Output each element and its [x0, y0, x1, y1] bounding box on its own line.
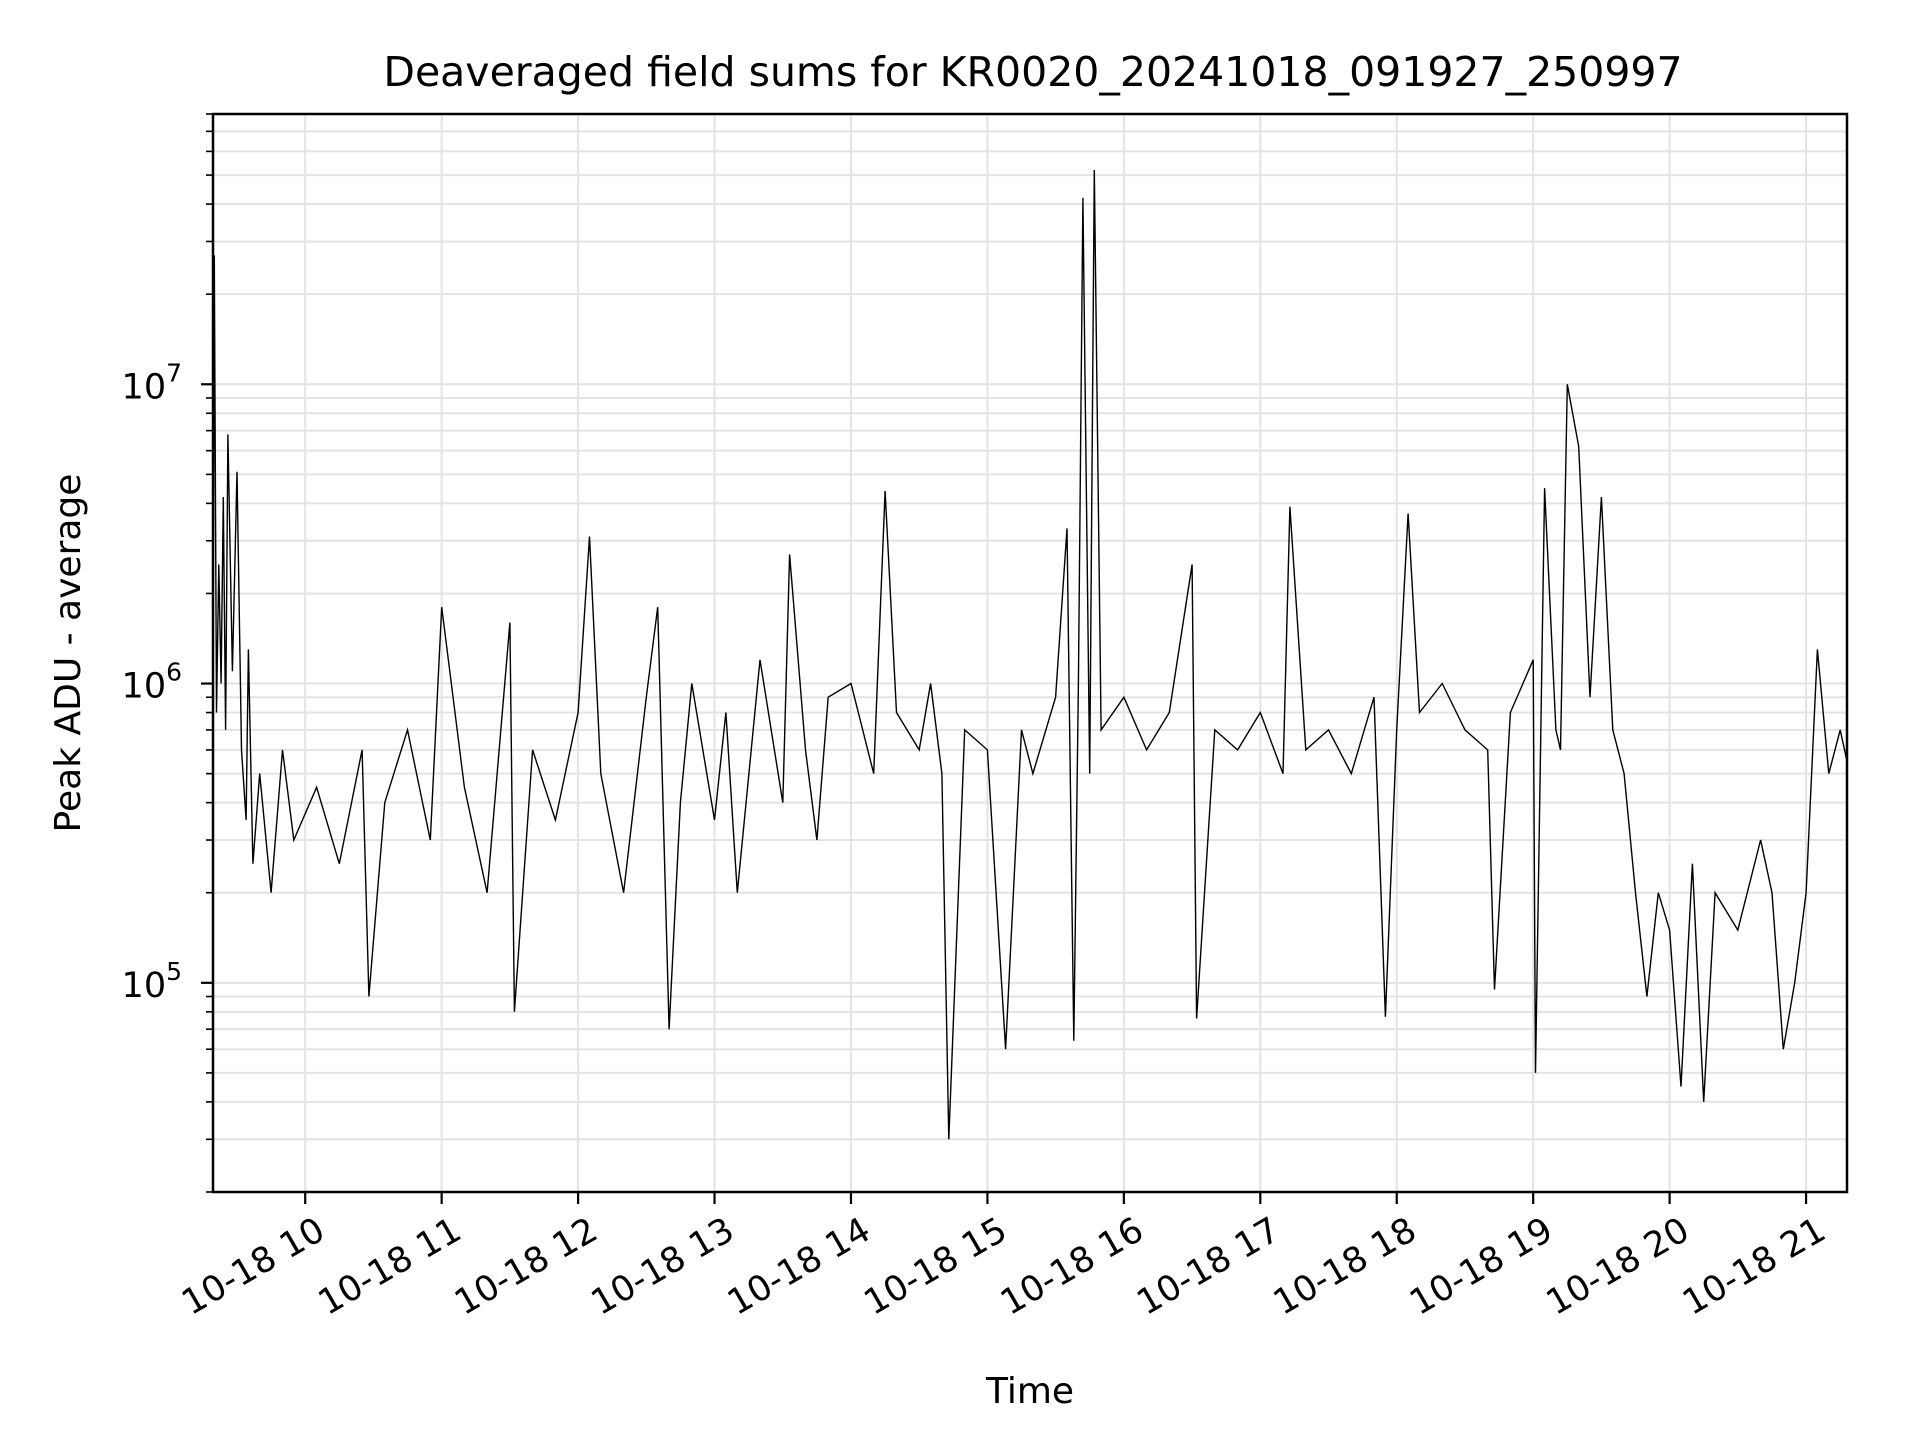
series-line: [212, 169, 1848, 1140]
chart-title: Deaveraged field sums for KR0020_2024101…: [383, 48, 1682, 96]
y-tick-label-exponent: 7: [166, 358, 182, 387]
plot-area-frame: [211, 112, 1849, 1194]
y-tick-label: 106: [122, 658, 182, 707]
y-tick-label-base: 10: [122, 367, 167, 407]
y-tick-label-base: 10: [122, 667, 167, 707]
y-tick-label-base: 10: [122, 966, 167, 1006]
grid: [213, 113, 1847, 1193]
y-tick-label-exponent: 6: [166, 658, 182, 687]
x-axis-label: Time: [985, 1371, 1074, 1412]
y-tick-label-exponent: 5: [166, 957, 182, 986]
y-tick-label: 107: [122, 358, 182, 407]
series-lines: [212, 169, 1848, 1140]
y-tick-label: 105: [122, 957, 182, 1006]
y-axis-label: Peak ADU - average: [48, 474, 89, 833]
